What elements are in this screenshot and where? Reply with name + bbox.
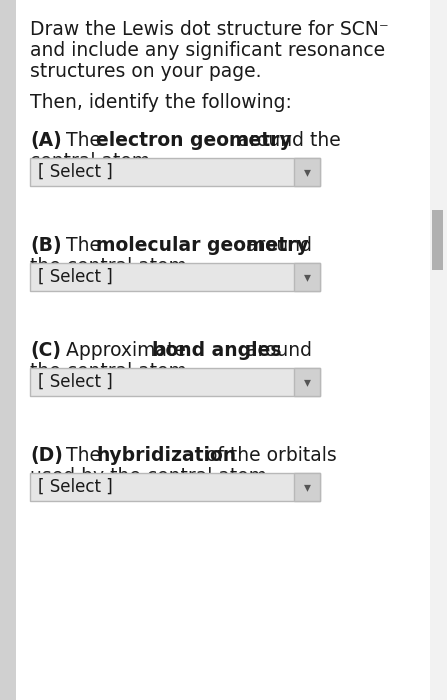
Text: Draw the Lewis dot structure for SCN⁻: Draw the Lewis dot structure for SCN⁻ xyxy=(30,20,389,39)
Text: bond angles: bond angles xyxy=(152,341,282,360)
Text: (C): (C) xyxy=(30,341,61,360)
Text: Approximate: Approximate xyxy=(54,341,192,360)
Text: (D): (D) xyxy=(30,446,63,465)
Text: ▾: ▾ xyxy=(304,165,311,179)
Text: [ Select ]: [ Select ] xyxy=(38,268,113,286)
Text: (B): (B) xyxy=(30,236,62,255)
Bar xyxy=(432,210,443,270)
Text: central atom: central atom xyxy=(30,152,150,171)
Text: ▾: ▾ xyxy=(304,375,311,389)
FancyBboxPatch shape xyxy=(30,263,320,291)
Text: The: The xyxy=(54,236,107,255)
FancyBboxPatch shape xyxy=(294,368,320,396)
Text: used by the central atom: used by the central atom xyxy=(30,467,267,486)
Text: around: around xyxy=(240,236,312,255)
FancyBboxPatch shape xyxy=(30,158,320,186)
Bar xyxy=(0,0,16,700)
Text: The: The xyxy=(54,131,107,150)
FancyBboxPatch shape xyxy=(294,158,320,186)
Text: electron geometry: electron geometry xyxy=(96,131,292,150)
Text: [ Select ]: [ Select ] xyxy=(38,478,113,496)
Text: [ Select ]: [ Select ] xyxy=(38,163,113,181)
Text: structures on your page.: structures on your page. xyxy=(30,62,261,81)
Text: of the orbitals: of the orbitals xyxy=(200,446,337,465)
Bar xyxy=(430,0,447,700)
Text: molecular geometry: molecular geometry xyxy=(96,236,309,255)
Text: Then, identify the following:: Then, identify the following: xyxy=(30,93,292,112)
Text: [ Select ]: [ Select ] xyxy=(38,373,113,391)
FancyBboxPatch shape xyxy=(294,263,320,291)
Text: (A): (A) xyxy=(30,131,62,150)
Text: ▾: ▾ xyxy=(304,480,311,494)
Text: and include any significant resonance: and include any significant resonance xyxy=(30,41,385,60)
Text: around: around xyxy=(240,341,312,360)
Text: the central atom: the central atom xyxy=(30,257,187,276)
FancyBboxPatch shape xyxy=(294,473,320,501)
Text: The: The xyxy=(54,446,107,465)
Text: the central atom: the central atom xyxy=(30,362,187,381)
FancyBboxPatch shape xyxy=(30,473,320,501)
Text: around the: around the xyxy=(232,131,341,150)
Text: hybridization: hybridization xyxy=(96,446,236,465)
FancyBboxPatch shape xyxy=(30,368,320,396)
Text: ▾: ▾ xyxy=(304,270,311,284)
